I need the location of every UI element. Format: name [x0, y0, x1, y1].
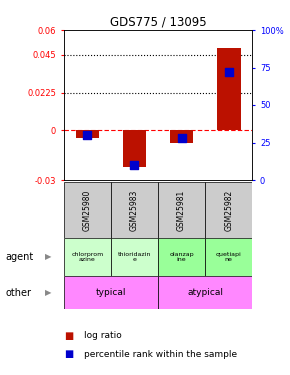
Text: log ratio: log ratio	[84, 331, 122, 340]
Point	[132, 162, 137, 168]
Bar	[111, 238, 158, 276]
Bar	[217, 48, 240, 130]
Text: percentile rank within the sample: percentile rank within the sample	[84, 350, 237, 359]
Text: agent: agent	[6, 252, 34, 262]
Text: olanzap
ine: olanzap ine	[169, 252, 194, 262]
Text: GSM25980: GSM25980	[83, 189, 92, 231]
Bar	[123, 130, 146, 166]
Bar	[205, 182, 252, 238]
Bar	[158, 182, 205, 238]
Text: GSM25981: GSM25981	[177, 189, 186, 231]
Text: ▶: ▶	[45, 288, 51, 297]
Bar	[76, 130, 99, 138]
Point	[179, 135, 184, 141]
Bar	[170, 130, 193, 143]
Bar	[111, 182, 158, 238]
Text: other: other	[6, 288, 32, 297]
Text: ▶: ▶	[45, 252, 51, 261]
Bar	[158, 238, 205, 276]
Bar	[64, 182, 111, 238]
Text: atypical: atypical	[187, 288, 223, 297]
Point	[226, 69, 231, 75]
Title: GDS775 / 13095: GDS775 / 13095	[110, 16, 206, 29]
Text: ■: ■	[64, 331, 73, 340]
Bar	[158, 276, 252, 309]
Bar	[205, 238, 252, 276]
Text: quetiapi
ne: quetiapi ne	[216, 252, 242, 262]
Text: GSM25983: GSM25983	[130, 189, 139, 231]
Text: ■: ■	[64, 350, 73, 359]
Text: thioridazin
e: thioridazin e	[118, 252, 151, 262]
Point	[85, 132, 90, 138]
Text: chlorprom
azine: chlorprom azine	[71, 252, 104, 262]
Text: typical: typical	[96, 288, 126, 297]
Text: GSM25982: GSM25982	[224, 189, 233, 231]
Bar	[64, 238, 111, 276]
Bar	[64, 276, 158, 309]
